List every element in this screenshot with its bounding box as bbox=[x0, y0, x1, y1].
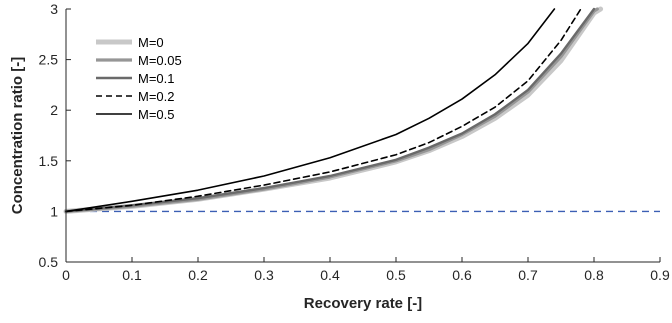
x-tick-label: 0.1 bbox=[122, 267, 142, 283]
y-tick-label: 3 bbox=[50, 1, 58, 17]
x-tick-label: 0.2 bbox=[188, 267, 208, 283]
x-tick-label: 0.7 bbox=[518, 267, 538, 283]
x-axis-title: Recovery rate [-] bbox=[304, 295, 422, 312]
series-line-2 bbox=[64, 7, 596, 213]
x-tick-label: 0.3 bbox=[254, 267, 274, 283]
y-axis-title: Concentration ratio [-] bbox=[9, 57, 26, 215]
legend-label-3: M=0.2 bbox=[138, 89, 175, 104]
legend-label-4: M=0.5 bbox=[138, 107, 175, 122]
series-layer bbox=[63, 6, 660, 214]
legend: M=0 M=0.05 M=0.1 M=0.2 M=0.5 bbox=[96, 35, 182, 122]
x-tick-label: 0.5 bbox=[386, 267, 406, 283]
x-tick-label: 0.6 bbox=[452, 267, 472, 283]
y-tick-label: 1 bbox=[50, 203, 58, 219]
x-tick-label: 0.4 bbox=[320, 267, 340, 283]
series-line-3 bbox=[65, 8, 582, 213]
y-axis-ticks: 0.5 1 1.5 2 2.5 3 bbox=[39, 1, 71, 270]
y-tick-label: 2.5 bbox=[39, 52, 59, 68]
x-tick-label: 0.9 bbox=[650, 267, 670, 283]
legend-label-0: M=0 bbox=[138, 35, 164, 50]
legend-label-1: M=0.05 bbox=[138, 53, 182, 68]
y-tick-label: 0.5 bbox=[39, 254, 59, 270]
legend-label-2: M=0.1 bbox=[138, 71, 175, 86]
x-axis-ticks: 0 0.1 0.2 0.3 0.4 0.5 0.6 0.7 0.8 0.9 bbox=[62, 257, 670, 283]
x-tick-label: 0 bbox=[62, 267, 70, 283]
y-tick-label: 2 bbox=[50, 102, 58, 118]
y-tick-label: 1.5 bbox=[39, 153, 59, 169]
series-line-4 bbox=[65, 8, 556, 213]
x-tick-label: 0.8 bbox=[584, 267, 604, 283]
